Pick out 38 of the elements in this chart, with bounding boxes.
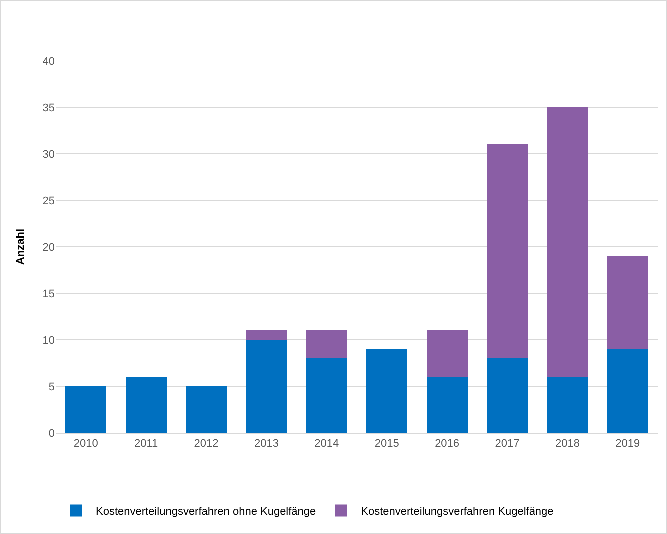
bar [547, 377, 588, 433]
x-tick-label: 2018 [555, 438, 580, 450]
y-tick-label: 40 [42, 56, 55, 68]
y-tick-label: 10 [42, 334, 55, 347]
bar [487, 144, 528, 359]
legend-label: Kostenverteilungsverfahren Kugelfänge [361, 506, 554, 518]
bar [126, 377, 167, 433]
x-tick-label: 2012 [194, 438, 219, 450]
y-tick-label: 20 [42, 242, 55, 254]
x-tick-label: 2014 [314, 438, 340, 450]
bar [487, 358, 528, 433]
y-tick-label: 35 [42, 102, 55, 114]
x-tick-label: 2016 [435, 438, 460, 450]
x-tick-label: 2019 [616, 438, 640, 450]
legend-label: Kostenverteilungsverfahren ohne Kugelfänge [96, 506, 316, 518]
bar [246, 340, 288, 433]
bar [547, 108, 588, 378]
y-tick-label: 0 [48, 428, 55, 440]
x-tick-label: 2013 [254, 438, 279, 450]
bar [186, 386, 227, 433]
y-tick-label: 30 [42, 148, 55, 161]
x-tick-label: 2017 [495, 438, 520, 450]
x-tick-label: 2010 [74, 438, 98, 450]
bar [66, 386, 107, 433]
y-tick-label: 5 [48, 381, 55, 394]
y-tick-label: 15 [42, 288, 55, 300]
bar [306, 330, 348, 359]
bar [366, 349, 408, 433]
x-tick-label: 2015 [374, 438, 400, 450]
bar [607, 349, 648, 433]
x-tick-label: 2011 [134, 438, 158, 450]
y-tick-label: 25 [42, 195, 55, 208]
y-axis-title: Anzahl [15, 228, 27, 266]
bar [246, 330, 288, 340]
bar [426, 330, 468, 378]
bar [607, 256, 648, 350]
bar [426, 377, 468, 433]
bar [306, 358, 348, 433]
